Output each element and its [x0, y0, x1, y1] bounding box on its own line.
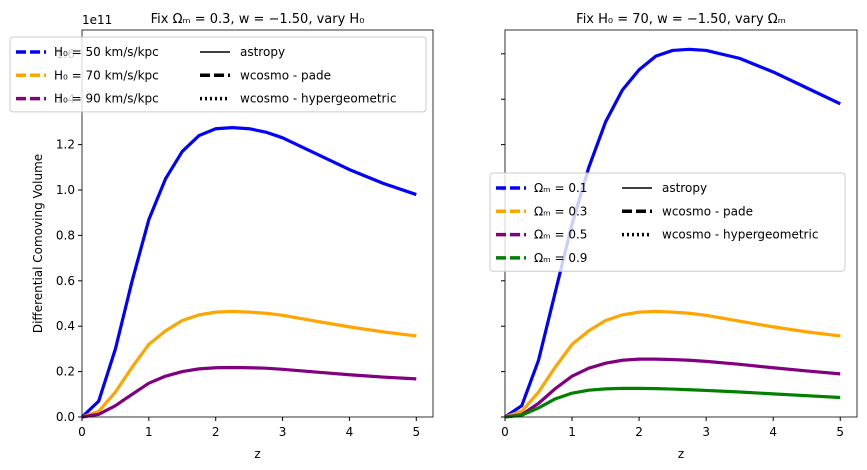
x-tick-label: 2: [212, 425, 220, 439]
axes-frame: [81, 29, 434, 418]
legend-label: astropy: [662, 181, 707, 195]
series-line: [504, 357, 841, 419]
y-tick-label: 0.4: [56, 319, 75, 333]
legend-label: Ωₘ = 0.9: [534, 251, 587, 265]
series-line: [504, 47, 841, 419]
legend-label: H₀ = 50 km/s/kpc: [54, 45, 159, 59]
x-tick-label: 0: [501, 425, 509, 439]
series-line: [81, 309, 417, 419]
x-tick-label: 4: [346, 425, 354, 439]
series-line: [504, 386, 841, 419]
y-tick-label: 0.0: [56, 410, 75, 424]
x-axis-label: z: [678, 447, 684, 461]
legend-label: H₀ = 90 km/s/kpc: [54, 92, 159, 106]
x-tick-label: 4: [769, 425, 777, 439]
x-axis-label: z: [254, 447, 260, 461]
series-line: [80, 126, 417, 419]
x-tick-label: 1: [145, 425, 153, 439]
chart-title: Fix H₀ = 70, w = −1.50, vary Ωₘ: [576, 12, 786, 27]
offset-text: 1e11: [82, 13, 112, 27]
series-line: [504, 309, 841, 419]
y-axis-label: Differential Comoving Volume: [31, 154, 45, 333]
y-tick-label: 0.8: [56, 228, 75, 242]
legend-label: astropy: [240, 45, 285, 59]
chart-title: Fix Ωₘ = 0.3, w = −1.50, vary H₀: [151, 12, 365, 27]
legend-box: [489, 172, 846, 272]
y-tick-label: 1.0: [56, 183, 75, 197]
x-tick-label: 5: [412, 425, 420, 439]
y-tick-label: 0.6: [56, 274, 75, 288]
x-tick-label: 0: [78, 425, 86, 439]
x-tick-label: 3: [702, 425, 710, 439]
legend-label: Ωₘ = 0.5: [534, 228, 587, 242]
y-tick-label: 1.2: [56, 138, 75, 152]
x-tick-label: 5: [836, 425, 844, 439]
x-tick-label: 2: [635, 425, 643, 439]
legend-label: wcosmo - hypergeometric: [662, 228, 818, 242]
series-line: [81, 365, 417, 419]
legend-label: wcosmo - pade: [662, 204, 753, 218]
legend-label: wcosmo - pade: [240, 68, 331, 82]
x-tick-label: 3: [279, 425, 287, 439]
y-tick-label: 0.2: [56, 365, 75, 379]
legend-label: Ωₘ = 0.3: [534, 204, 587, 218]
legend-label: H₀ = 70 km/s/kpc: [54, 68, 159, 82]
legend-label: wcosmo - hypergeometric: [240, 92, 396, 106]
x-tick-label: 1: [568, 425, 576, 439]
legend-label: Ωₘ = 0.1: [534, 181, 587, 195]
